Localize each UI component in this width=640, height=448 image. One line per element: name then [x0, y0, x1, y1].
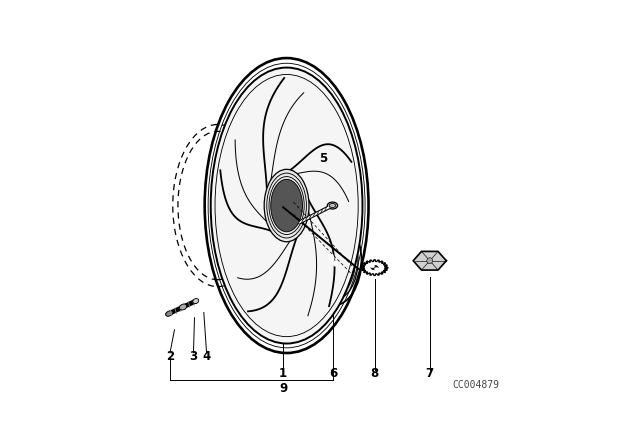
Text: 2: 2 [166, 350, 174, 363]
Ellipse shape [264, 169, 309, 242]
Text: 3: 3 [189, 350, 198, 363]
Text: 1: 1 [279, 367, 287, 380]
Ellipse shape [333, 260, 337, 267]
Ellipse shape [193, 298, 199, 304]
Text: 9: 9 [279, 382, 287, 395]
Ellipse shape [211, 68, 362, 344]
Text: CC004879: CC004879 [453, 380, 500, 390]
Ellipse shape [271, 179, 303, 232]
Ellipse shape [166, 311, 173, 316]
Text: 6: 6 [329, 367, 337, 380]
Ellipse shape [326, 250, 340, 271]
Ellipse shape [308, 221, 358, 301]
Text: 8: 8 [371, 367, 379, 380]
Ellipse shape [179, 304, 187, 310]
Ellipse shape [328, 254, 335, 262]
Polygon shape [413, 251, 446, 270]
Ellipse shape [371, 266, 378, 270]
Circle shape [427, 258, 433, 264]
Text: 5: 5 [319, 152, 327, 165]
Ellipse shape [370, 264, 375, 268]
Text: 7: 7 [426, 367, 434, 380]
Ellipse shape [327, 202, 338, 209]
Ellipse shape [374, 267, 379, 271]
Text: 4: 4 [202, 350, 211, 363]
